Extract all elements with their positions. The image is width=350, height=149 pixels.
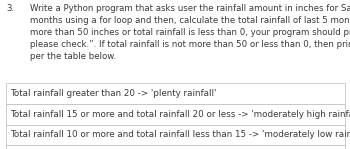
Bar — [6, 125, 345, 145]
Bar — [6, 104, 345, 125]
Text: 3.: 3. — [6, 4, 14, 13]
Bar — [6, 83, 345, 104]
Text: Total rainfall 15 or more and total rainfall 20 or less -> 'moderately high rain: Total rainfall 15 or more and total rain… — [10, 110, 350, 119]
Bar — [6, 145, 345, 149]
Text: Total rainfall 10 or more and total rainfall less than 15 -> 'moderately low rai: Total rainfall 10 or more and total rain… — [10, 130, 350, 139]
Text: Total rainfall greater than 20 -> 'plenty rainfall': Total rainfall greater than 20 -> 'plent… — [10, 89, 217, 98]
Text: Write a Python program that asks user the rainfall amount in inches for San Marc: Write a Python program that asks user th… — [30, 4, 350, 61]
